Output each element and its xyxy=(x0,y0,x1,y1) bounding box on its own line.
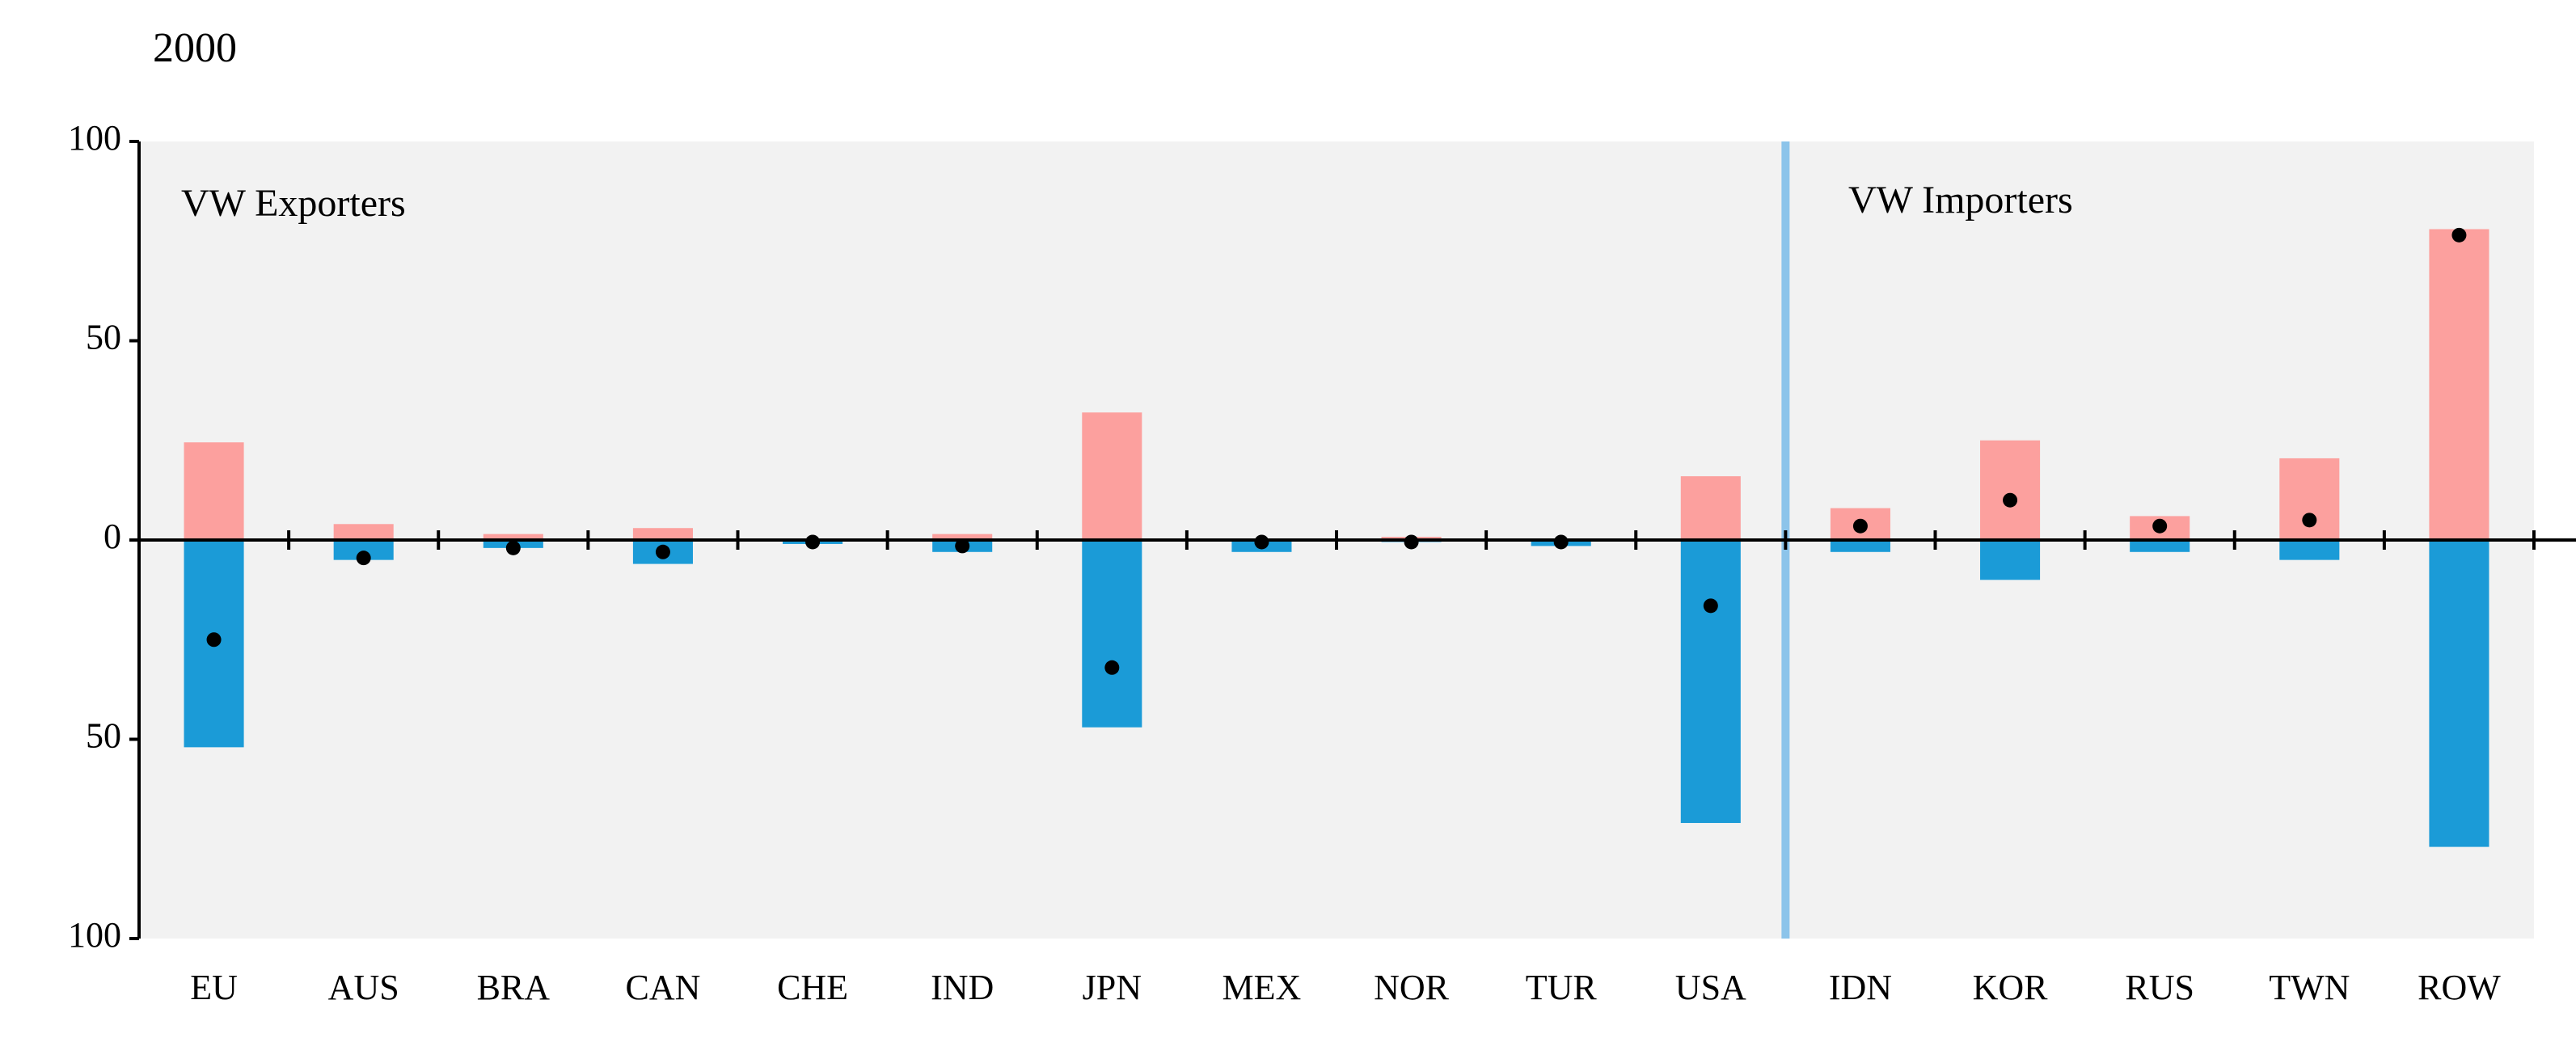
net-dot xyxy=(1553,534,1569,550)
bar xyxy=(333,524,394,540)
x-tick-label: ROW xyxy=(2418,968,2501,1007)
net-dot xyxy=(356,551,371,566)
bar xyxy=(632,528,693,540)
x-tick-label: CHE xyxy=(777,968,848,1007)
bar xyxy=(2279,540,2340,560)
net-dot xyxy=(505,540,521,555)
bar xyxy=(1082,412,1142,540)
x-tick-label: IND xyxy=(931,968,994,1007)
bar xyxy=(1680,540,1741,824)
net-dot xyxy=(1703,598,1718,614)
x-tick-label: AUS xyxy=(328,968,399,1007)
net-dot xyxy=(206,632,222,648)
y-tick-label: 50 xyxy=(86,318,121,357)
y-tick-label: 50 xyxy=(86,716,121,756)
y-tick-label: 0 xyxy=(103,517,121,556)
net-dot xyxy=(805,534,821,550)
net-dot xyxy=(1852,518,1868,534)
x-tick-label: RUS xyxy=(2125,968,2194,1007)
x-tick-label: MEX xyxy=(1223,968,1302,1007)
x-tick-label: IDN xyxy=(1829,968,1892,1007)
x-tick-label: NOR xyxy=(1374,968,1450,1007)
bar xyxy=(2279,458,2340,540)
bar xyxy=(1082,540,1142,728)
net-dot xyxy=(2302,513,2317,528)
annotation: VW Importers xyxy=(1848,179,2073,222)
bar xyxy=(1680,476,1741,540)
chart-title: 2000 xyxy=(153,25,237,71)
x-tick-label: KOR xyxy=(1973,968,2049,1007)
y-tick-label: 100 xyxy=(68,915,121,955)
net-dot xyxy=(955,538,970,554)
x-tick-label: TUR xyxy=(1526,968,1598,1007)
net-dot xyxy=(655,544,670,559)
y-tick-label: 100 xyxy=(68,118,121,158)
bar xyxy=(483,534,543,540)
net-dot xyxy=(2003,492,2018,508)
x-tick-label: USA xyxy=(1675,968,1746,1007)
net-dot xyxy=(1404,534,1419,550)
annotation: VW Exporters xyxy=(181,182,406,225)
net-dot xyxy=(2152,518,2168,534)
bar xyxy=(1980,540,2041,580)
net-dot xyxy=(1104,660,1120,675)
x-tick-label: JPN xyxy=(1083,968,1142,1007)
bar xyxy=(1980,440,2041,540)
bar xyxy=(184,442,244,540)
x-tick-label: EU xyxy=(190,968,238,1007)
bar xyxy=(2130,540,2190,552)
bar xyxy=(932,534,993,540)
x-tick-label: TWN xyxy=(2269,968,2350,1007)
x-tick-label: CAN xyxy=(625,968,700,1007)
bar xyxy=(2429,229,2489,540)
net-dot xyxy=(1254,534,1269,550)
net-dot xyxy=(2451,227,2467,243)
x-tick-label: BRA xyxy=(477,968,551,1007)
bar xyxy=(2429,540,2489,847)
bar xyxy=(1830,540,1890,552)
